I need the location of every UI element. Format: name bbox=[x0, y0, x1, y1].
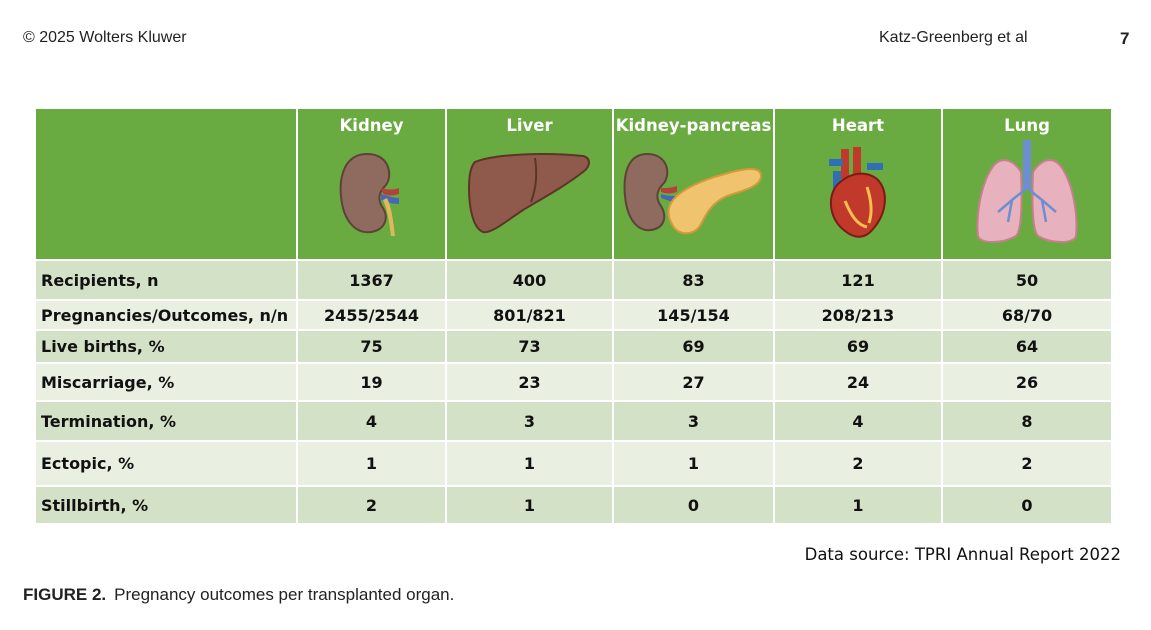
table-cell: 3 bbox=[612, 400, 775, 442]
table-cell: 2 bbox=[773, 440, 943, 487]
table-cell: 0 bbox=[941, 485, 1113, 525]
kidney-pancreas-icon bbox=[623, 152, 763, 234]
table-cell: 23 bbox=[445, 362, 614, 402]
row-label: Ectopic, % bbox=[34, 440, 298, 487]
column-label: Heart bbox=[831, 116, 885, 135]
table-cell: 2 bbox=[941, 440, 1113, 487]
table-cell: 50 bbox=[941, 259, 1113, 301]
table-cell: 8 bbox=[941, 400, 1113, 442]
table-cell: 801/821 bbox=[445, 299, 614, 331]
table-cell: 73 bbox=[445, 329, 614, 364]
table-cell: 1 bbox=[445, 440, 614, 487]
table-cell: 400 bbox=[445, 259, 614, 301]
table-cell: 27 bbox=[612, 362, 775, 402]
row-label: Stillbirth, % bbox=[34, 485, 298, 525]
table-cell: 19 bbox=[296, 362, 447, 402]
figure-caption: FIGURE 2. Pregnancy outcomes per transpla… bbox=[23, 585, 454, 605]
caption-text: Pregnancy outcomes per transplanted orga… bbox=[114, 585, 455, 604]
column-label: Kidney bbox=[339, 116, 404, 135]
column-header-liver: Liver bbox=[445, 107, 614, 261]
table-cell: 1 bbox=[296, 440, 447, 487]
liver-icon bbox=[467, 153, 590, 234]
table-cell: 121 bbox=[773, 259, 943, 301]
column-header-lung: Lung bbox=[941, 107, 1113, 261]
row-label: Pregnancies/Outcomes, n/n bbox=[34, 299, 298, 331]
table-row: Pregnancies/Outcomes, n/n 2455/2544 801/… bbox=[34, 299, 1113, 331]
row-label: Live births, % bbox=[34, 329, 298, 364]
table-cell: 145/154 bbox=[612, 299, 775, 331]
table-row: Termination, % 4 3 3 4 8 bbox=[34, 400, 1113, 442]
table-cell: 75 bbox=[296, 329, 447, 364]
table-row: Live births, % 75 73 69 69 64 bbox=[34, 329, 1113, 364]
running-authors: Katz-Greenberg et al bbox=[879, 29, 1028, 46]
table-cell: 0 bbox=[612, 485, 775, 525]
table-row: Stillbirth, % 2 1 0 1 0 bbox=[34, 485, 1113, 525]
page-number: 7 bbox=[1120, 29, 1130, 48]
copyright: © 2025 Wolters Kluwer bbox=[23, 29, 187, 46]
table-cell: 1 bbox=[445, 485, 614, 525]
table-row: Ectopic, % 1 1 1 2 2 bbox=[34, 440, 1113, 487]
lung-icon bbox=[976, 140, 1078, 243]
table-cell: 2455/2544 bbox=[296, 299, 447, 331]
table-row: Miscarriage, % 19 23 27 24 26 bbox=[34, 362, 1113, 402]
table-cell: 24 bbox=[773, 362, 943, 402]
table-cell: 3 bbox=[445, 400, 614, 442]
row-label: Miscarriage, % bbox=[34, 362, 298, 402]
table-cell: 83 bbox=[612, 259, 775, 301]
table-cell: 1367 bbox=[296, 259, 447, 301]
table-cell: 2 bbox=[296, 485, 447, 525]
table-cell: 208/213 bbox=[773, 299, 943, 331]
outcomes-table: Kidney Liver Kidney-pancreas bbox=[34, 107, 1113, 525]
table-cell: 4 bbox=[773, 400, 943, 442]
column-header-kidney-pancreas: Kidney-pancreas bbox=[612, 107, 775, 261]
table-cell: 1 bbox=[612, 440, 775, 487]
table-cell: 4 bbox=[296, 400, 447, 442]
heart-icon bbox=[829, 147, 886, 238]
table-cell: 64 bbox=[941, 329, 1113, 364]
column-header-kidney: Kidney bbox=[296, 107, 447, 261]
table-header-row: Kidney Liver Kidney-pancreas bbox=[34, 107, 1113, 261]
figure-label: FIGURE 2. bbox=[23, 585, 107, 604]
table-cell: 1 bbox=[773, 485, 943, 525]
kidney-icon bbox=[339, 152, 399, 236]
row-label: Termination, % bbox=[34, 400, 298, 442]
row-label: Recipients, n bbox=[34, 259, 298, 301]
column-label: Lung bbox=[1004, 116, 1050, 135]
column-header-heart: Heart bbox=[773, 107, 943, 261]
table-row: Recipients, n 1367 400 83 121 50 bbox=[34, 259, 1113, 301]
column-label: Liver bbox=[506, 116, 553, 135]
table-cell: 26 bbox=[941, 362, 1113, 402]
table-cell: 69 bbox=[773, 329, 943, 364]
table-cell: 68/70 bbox=[941, 299, 1113, 331]
table-cell: 69 bbox=[612, 329, 775, 364]
corner-cell bbox=[34, 107, 298, 261]
data-source-note: Data source: TPRI Annual Report 2022 bbox=[804, 545, 1121, 564]
column-label: Kidney-pancreas bbox=[615, 116, 772, 135]
